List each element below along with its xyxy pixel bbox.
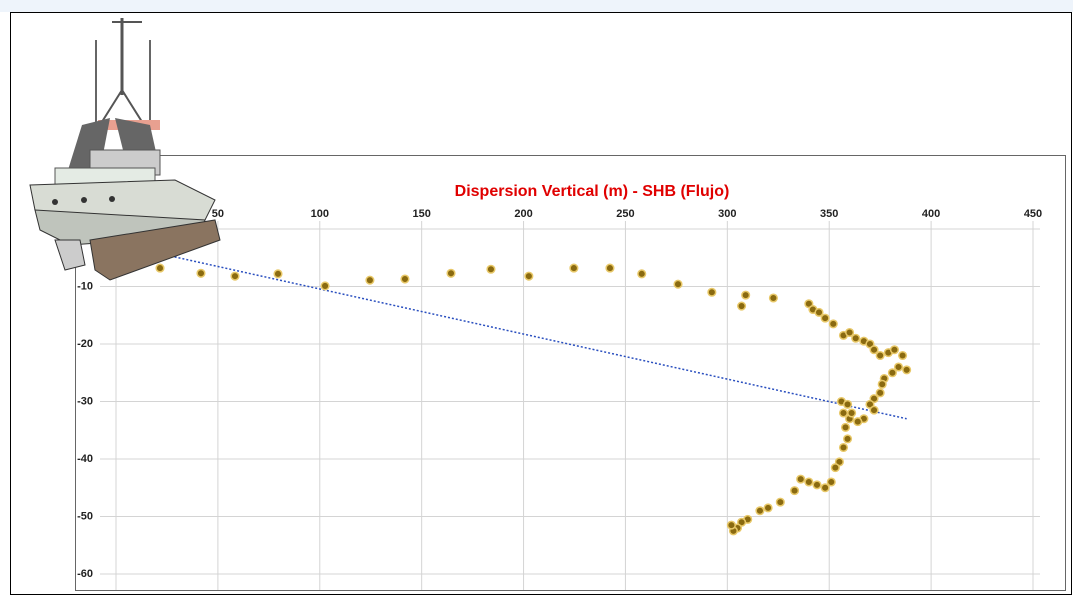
x-tick-label: 50 — [212, 208, 224, 220]
data-point — [673, 279, 683, 289]
data-point — [775, 497, 785, 507]
data-point — [446, 268, 456, 278]
data-point — [898, 350, 908, 361]
data-point — [838, 442, 849, 453]
data-point — [196, 268, 206, 278]
data-point — [820, 483, 830, 493]
x-tick-label: 350 — [820, 208, 838, 220]
x-tick-label: 200 — [514, 208, 532, 220]
data-point — [847, 408, 857, 418]
data-point — [820, 313, 830, 323]
data-point — [796, 474, 806, 484]
data-point — [826, 477, 836, 487]
ship-illustration — [29, 18, 221, 281]
x-tick-label: 400 — [922, 208, 940, 220]
data-point — [741, 290, 751, 300]
data-point — [851, 333, 861, 343]
watermark-strip — [0, 0, 1073, 12]
data-point — [400, 274, 410, 284]
data-point — [840, 422, 851, 432]
data-point — [843, 434, 853, 444]
data-point — [637, 269, 647, 279]
data-point — [830, 463, 840, 473]
data-point — [902, 365, 912, 375]
x-tick-label: 250 — [616, 208, 634, 220]
data-point — [569, 263, 579, 273]
data-point — [875, 388, 885, 398]
data-point — [877, 379, 887, 389]
data-point — [365, 275, 375, 285]
data-point — [812, 480, 822, 490]
data-point — [875, 350, 885, 361]
data-point — [887, 368, 897, 378]
data-point — [838, 408, 849, 418]
data-point — [763, 503, 773, 513]
data-point — [230, 271, 240, 281]
y-tick-label: -60 — [77, 568, 93, 580]
plot-area: 0501001502002503003504004500-10-20-30-40… — [77, 208, 1042, 590]
y-tick-label: -10 — [77, 280, 93, 292]
data-point — [486, 264, 496, 274]
data-point — [605, 263, 615, 273]
data-point — [755, 506, 765, 516]
x-tick-label: 150 — [412, 208, 430, 220]
y-tick-label: -50 — [77, 510, 93, 522]
data-point — [155, 263, 165, 273]
y-tick-label: -30 — [77, 395, 93, 407]
data-point — [320, 281, 330, 291]
y-tick-label: -40 — [77, 453, 93, 465]
x-tick-label: 300 — [718, 208, 736, 220]
x-tick-label: 100 — [311, 208, 329, 220]
chart-title: Dispersion Vertical (m) - SHB (Flujo) — [455, 183, 730, 200]
chart-frame — [75, 155, 1066, 591]
data-point — [814, 307, 824, 317]
data-point — [273, 269, 283, 279]
data-point — [853, 417, 863, 427]
data-point — [524, 271, 534, 281]
data-point — [843, 399, 853, 409]
data-point — [768, 293, 778, 303]
data-point — [726, 520, 736, 530]
data-point — [869, 405, 879, 415]
data-point — [804, 477, 814, 487]
data-point — [737, 301, 747, 311]
data-point — [707, 287, 717, 297]
data-point — [893, 362, 904, 372]
x-tick-label: 450 — [1024, 208, 1042, 220]
data-point — [869, 345, 879, 355]
data-point — [845, 327, 855, 338]
trend-line — [115, 243, 907, 420]
y-tick-label: -20 — [77, 338, 93, 350]
data-point — [790, 486, 800, 496]
data-point — [828, 319, 838, 329]
data-point — [889, 345, 899, 355]
